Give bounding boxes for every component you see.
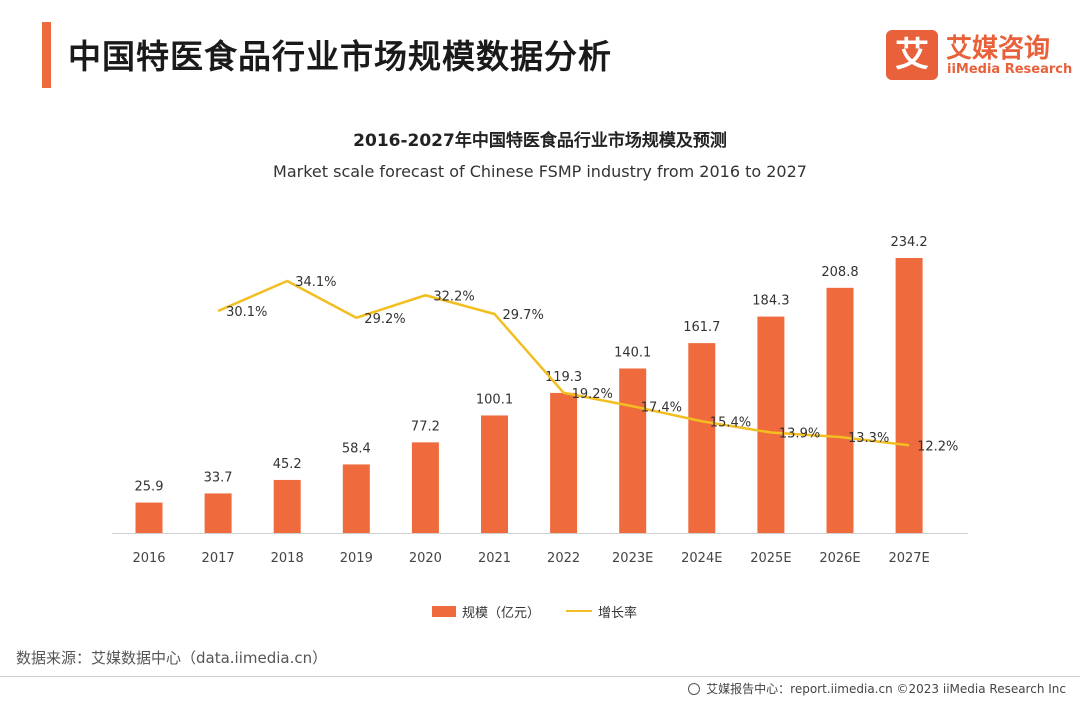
x-tick-label-2026E: 2026E	[819, 551, 860, 566]
bar-2020	[411, 442, 439, 533]
x-tick-label-2024E: 2024E	[681, 551, 722, 566]
bar-value-label-2016: 25.9	[135, 480, 164, 495]
footer-text: 艾媒报告中心：report.iimedia.cn ©2023 iiMedia R…	[706, 682, 1066, 696]
growth-label-2019: 29.2%	[364, 312, 405, 327]
chart-subtitle: Market scale forecast of Chinese FSMP in…	[273, 162, 807, 181]
bar-value-label-2020: 77.2	[411, 419, 440, 434]
x-tick-label-2020: 2020	[409, 551, 442, 566]
logo-text-cn: 艾媒咨询	[946, 34, 1051, 64]
bar-value-label-2023E: 140.1	[614, 345, 651, 360]
chart-legend: 规模（亿元） 增长率	[0, 600, 1080, 622]
bar-2022	[550, 392, 578, 533]
x-tick-label-2017: 2017	[202, 551, 235, 566]
legend-bar-swatch	[432, 605, 456, 617]
growth-label-2023E: 17.4%	[641, 400, 682, 415]
growth-label-2018: 34.1%	[295, 275, 336, 290]
bar-2026E	[826, 287, 854, 533]
legend-line-swatch	[566, 610, 592, 612]
bar-2027E	[895, 258, 923, 533]
bar-2025E	[757, 316, 785, 533]
growth-label-2024E: 15.4%	[710, 415, 751, 430]
legend-item-growth: 增长率	[566, 600, 637, 622]
logo-text-en: iiMedia Research	[947, 62, 1073, 77]
report-center-icon	[688, 682, 701, 695]
bar-value-label-2017: 33.7	[204, 470, 233, 485]
bar-value-label-2019: 58.4	[342, 441, 371, 456]
bar-value-label-2025E: 184.3	[752, 294, 789, 309]
data-source: 数据来源：艾媒数据中心（data.iimedia.cn）	[16, 649, 328, 667]
logo-mark-icon: 艾	[886, 30, 938, 80]
x-tick-label-2025E: 2025E	[750, 551, 791, 566]
bar-2024E	[688, 343, 716, 533]
growth-label-2026E: 13.3%	[848, 431, 889, 446]
footer-divider	[0, 676, 1080, 677]
x-tick-label-2016: 2016	[132, 551, 165, 566]
title-accent-bar	[42, 22, 51, 88]
bar-2021	[481, 415, 508, 533]
bar-value-label-2024E: 161.7	[683, 320, 720, 335]
growth-label-2025E: 13.9%	[779, 427, 820, 442]
bar-2019	[342, 464, 370, 533]
footer: 艾媒报告中心：report.iimedia.cn ©2023 iiMedia R…	[688, 680, 1066, 697]
chart-title: 2016-2027年中国特医食品行业市场规模及预测	[353, 131, 727, 151]
bar-2017	[204, 493, 232, 533]
x-tick-label-2027E: 2027E	[888, 551, 929, 566]
x-tick-label-2022: 2022	[547, 551, 580, 566]
x-tick-label-2019: 2019	[340, 551, 373, 566]
bar-value-label-2027E: 234.2	[890, 235, 927, 250]
growth-label-2027E: 12.2%	[917, 439, 958, 454]
growth-rate-line	[217, 279, 910, 447]
brand-logo: 艾 艾媒咨询 iiMedia Research	[886, 26, 1072, 86]
growth-label-2017: 30.1%	[226, 305, 267, 320]
bar-value-label-2018: 45.2	[273, 457, 302, 472]
bar-2018	[273, 479, 301, 533]
x-tick-label-2023E: 2023E	[612, 551, 653, 566]
page-title: 中国特医食品行业市场规模数据分析	[68, 37, 612, 76]
growth-label-2022: 19.2%	[572, 387, 613, 402]
x-tick-label-2018: 2018	[271, 551, 304, 566]
legend-label-growth: 增长率	[598, 605, 638, 621]
legend-label-scale: 规模（亿元）	[462, 605, 541, 621]
bar-2016	[135, 502, 163, 533]
legend-item-scale: 规模（亿元）	[432, 600, 540, 622]
growth-label-2021: 29.7%	[503, 308, 544, 323]
growth-label-2020: 32.2%	[433, 289, 474, 304]
bar-value-label-2026E: 208.8	[821, 265, 858, 280]
bar-value-label-2021: 100.1	[476, 392, 513, 407]
bar-2023E	[619, 368, 647, 533]
x-tick-label-2021: 2021	[478, 551, 511, 566]
